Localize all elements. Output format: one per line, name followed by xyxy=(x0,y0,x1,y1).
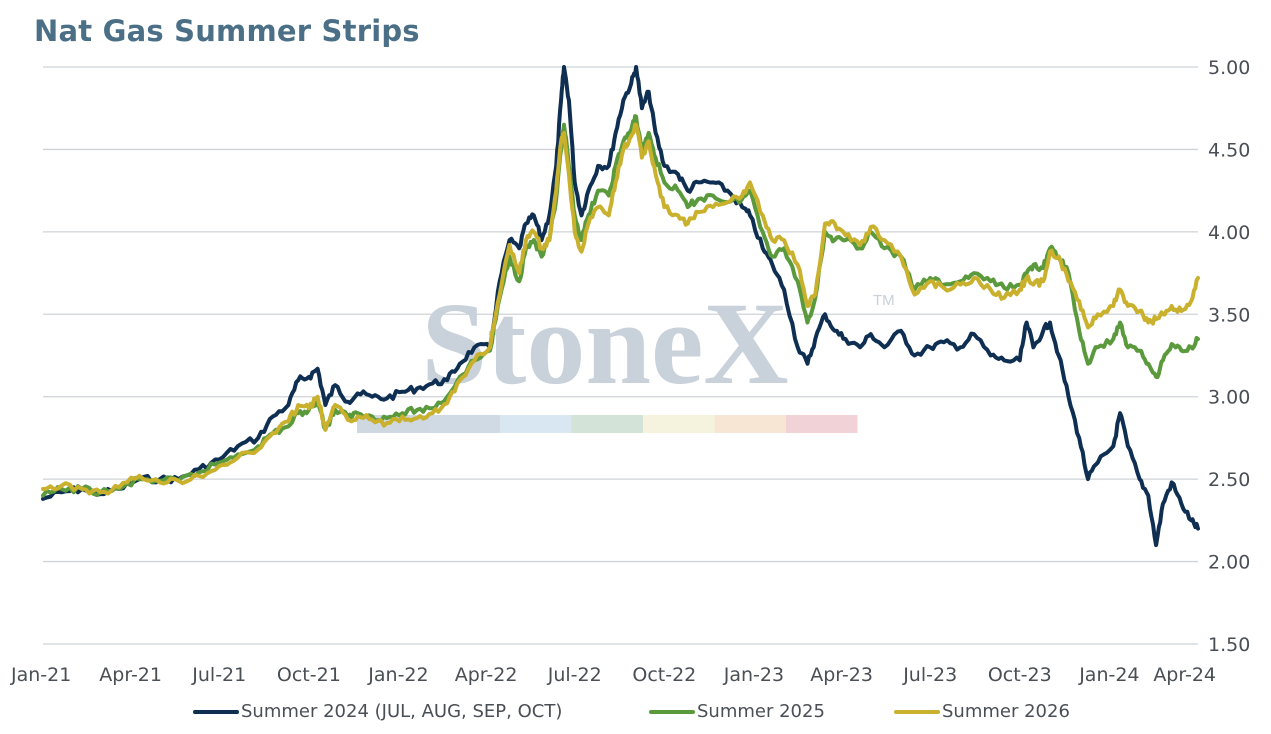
y-tick-label: 3.00 xyxy=(1208,387,1250,409)
x-tick-label: Jan-24 xyxy=(1078,664,1139,686)
watermark-bar xyxy=(786,415,858,433)
legend-swatch-summer-2024 xyxy=(193,709,239,714)
x-tick-label: Jul-22 xyxy=(547,664,602,686)
watermark-bar xyxy=(500,415,572,433)
watermark-bar xyxy=(571,415,643,433)
x-tick-label: Jul-23 xyxy=(902,664,957,686)
y-axis-ticks: 5.00 4.50 4.00 3.50 3.00 2.50 2.00 1.50 xyxy=(1208,57,1250,656)
x-tick-label: Apr-23 xyxy=(810,664,873,686)
watermark-bar xyxy=(714,415,786,433)
watermark-color-bars xyxy=(357,415,858,433)
legend-swatch-summer-2026 xyxy=(894,709,940,714)
watermark-trademark: TM xyxy=(873,292,895,309)
y-tick-label: 5.00 xyxy=(1208,57,1250,79)
y-tick-label: 3.50 xyxy=(1208,304,1250,326)
legend: Summer 2024 (JUL, AUG, SEP, OCT) Summer … xyxy=(0,701,1271,731)
x-tick-label: Apr-22 xyxy=(455,664,518,686)
x-tick-label: Apr-24 xyxy=(1153,664,1216,686)
x-tick-label: Oct-21 xyxy=(277,664,341,686)
y-tick-label: 4.00 xyxy=(1208,222,1250,244)
legend-item-summer-2026: Summer 2026 xyxy=(894,701,1070,722)
y-tick-label: 1.50 xyxy=(1208,634,1250,656)
x-tick-label: Apr-21 xyxy=(99,664,162,686)
x-tick-label: Jan-21 xyxy=(10,664,71,686)
legend-label-summer-2026: Summer 2026 xyxy=(942,701,1070,722)
series-line-summer-2024-jul-aug-sep-oct xyxy=(41,65,1200,548)
x-tick-label: Jan-23 xyxy=(723,664,784,686)
legend-item-summer-2024: Summer 2024 (JUL, AUG, SEP, OCT) xyxy=(193,701,562,722)
y-tick-label: 2.00 xyxy=(1208,552,1250,574)
legend-label-summer-2024: Summer 2024 (JUL, AUG, SEP, OCT) xyxy=(241,701,563,722)
legend-swatch-summer-2025 xyxy=(649,709,695,714)
series-line-summer-2026 xyxy=(41,122,1200,496)
legend-item-summer-2025: Summer 2025 xyxy=(649,701,825,722)
y-tick-label: 4.50 xyxy=(1208,139,1250,161)
watermark-bar xyxy=(428,415,500,433)
series-lines xyxy=(41,65,1200,548)
x-tick-label: Oct-22 xyxy=(632,664,696,686)
x-tick-label: Oct-23 xyxy=(988,664,1052,686)
legend-label-summer-2025: Summer 2025 xyxy=(697,701,825,722)
x-axis-ticks: Jan-21 Apr-21 Jul-21 Oct-21 Jan-22 Apr-22 Jul-… xyxy=(10,664,1216,686)
chart-title: Nat Gas Summer Strips xyxy=(34,14,420,48)
stonex-watermark: StoneX TM xyxy=(357,278,895,433)
chart-plot: StoneX TM 5.00 4.50 4.00 3.50 3.00 2.50 2.00 1.… xyxy=(10,57,1250,686)
x-tick-label: Jan-22 xyxy=(367,664,428,686)
watermark-bar xyxy=(643,415,715,433)
x-tick-label: Jul-21 xyxy=(191,664,246,686)
y-tick-label: 2.50 xyxy=(1208,469,1250,491)
